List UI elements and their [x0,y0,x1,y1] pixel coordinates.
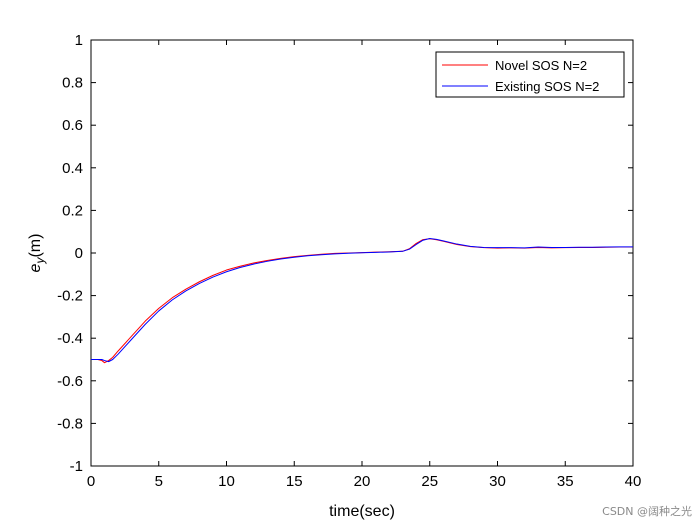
y-tick-label: -0.4 [57,330,83,347]
x-tick-label: 10 [218,473,235,490]
y-tick-label: 0 [75,245,83,262]
x-tick-label: 0 [87,473,95,490]
y-tick-label: -0.2 [57,288,83,305]
legend-label: Novel SOS N=2 [495,58,587,73]
y-axis-label-base: e [27,263,44,272]
y-tick-label: 0.8 [62,75,83,92]
series-lines [91,238,633,364]
y-tick-label: -1 [70,458,83,475]
legend: Novel SOS N=2 Existing SOS N=2 [435,51,625,98]
legend-items: Novel SOS N=2 Existing SOS N=2 [442,58,599,94]
x-tick-label: 5 [155,473,163,490]
x-tick-label: 15 [286,473,303,490]
watermark: CSDN @阔种之光 [602,505,692,518]
x-tick-label: 40 [625,473,642,490]
y-axis-label: ey(m) [27,234,47,273]
x-axis-label: time(sec) [329,503,395,520]
axis-ticks [90,39,634,467]
x-tick-label: 20 [354,473,371,490]
y-tick-label: -0.6 [57,373,83,390]
legend-box [435,51,625,98]
y-tick-label: 0.2 [62,202,83,219]
series-line-existing-sos [91,238,633,363]
x-tick-label: 30 [489,473,506,490]
y-tick-label: -0.8 [57,415,83,432]
legend-label: Existing SOS N=2 [495,79,599,94]
axis-tick-labels: 0 5 10 15 20 25 30 35 40 -1 -0.8 -0.6 -0.4 -0.2 0 0.2 0.… [57,32,641,490]
y-tick-label: 0.6 [62,117,83,134]
y-axis-label-sub: y [33,257,47,265]
y-tick-label: 1 [75,32,83,49]
y-tick-label: 0.4 [62,160,83,177]
x-tick-label: 35 [557,473,574,490]
x-tick-label: 25 [421,473,438,490]
y-axis-label-suffix: (m) [27,234,44,258]
